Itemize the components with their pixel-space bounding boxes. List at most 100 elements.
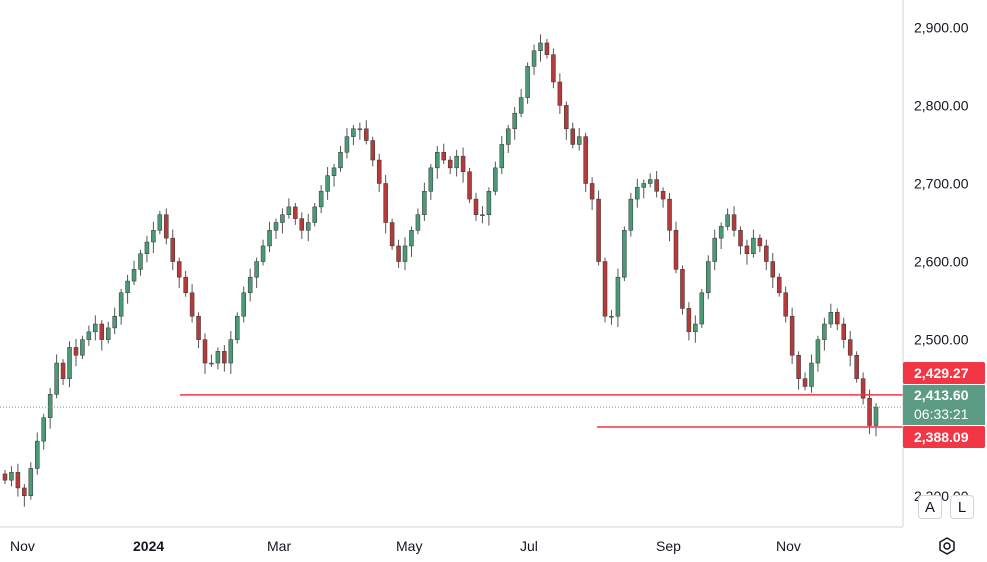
plot-area[interactable]: [0, 34, 903, 507]
candle-body: [499, 144, 505, 169]
candle-body: [376, 159, 382, 184]
candle-body: [602, 261, 608, 317]
price-tick-label: 2,900.00: [914, 19, 969, 35]
candle-body: [402, 245, 408, 262]
candle-body: [209, 362, 214, 365]
candle-body: [338, 151, 343, 169]
candle-body: [796, 354, 801, 379]
time-tick-label: Nov: [776, 538, 801, 554]
candle-body: [654, 179, 659, 192]
price-tick-label: 2,700.00: [914, 175, 969, 191]
candle-body: [28, 468, 34, 497]
candle-body: [789, 315, 795, 356]
candle-body: [389, 222, 395, 247]
candle-body: [802, 378, 808, 387]
candle-body: [196, 315, 201, 340]
candle-body: [331, 167, 337, 176]
price-tick-label: 2,800.00: [914, 97, 969, 113]
candle-body: [860, 378, 866, 399]
price-tag-text: 2,388.09: [914, 429, 969, 445]
candle-body: [80, 339, 85, 356]
candle-body: [325, 175, 330, 192]
price-tag-text: 2,429.27: [914, 365, 969, 381]
candle-body: [260, 245, 266, 262]
candle-body: [247, 276, 253, 294]
candle-body: [673, 230, 679, 270]
candle-body: [764, 245, 769, 262]
candle-body: [157, 214, 163, 231]
candle-body: [112, 315, 117, 329]
candle-body: [531, 50, 537, 67]
candle-body: [99, 323, 105, 340]
candle-body: [364, 128, 369, 141]
candle-body: [557, 81, 563, 106]
candle-body: [564, 105, 569, 130]
candle-body: [693, 323, 698, 333]
auto-scale-button[interactable]: A: [918, 495, 942, 519]
time-tick-label: 2024: [133, 538, 164, 554]
candle-body: [744, 245, 750, 254]
time-tick-label: May: [396, 538, 422, 554]
candle-body: [847, 339, 853, 356]
candle-body: [783, 292, 788, 317]
gear-hexagon-icon[interactable]: [934, 534, 960, 558]
candle-body: [622, 230, 627, 278]
candle-body: [351, 128, 356, 137]
candle-body: [118, 292, 124, 317]
candle-body: [305, 222, 311, 231]
candle-body: [635, 187, 640, 200]
candle-body: [47, 394, 53, 418]
time-tick-label: Mar: [267, 538, 291, 554]
candle-body: [454, 155, 459, 169]
price-tag-bg: [903, 426, 985, 448]
candle-body: [254, 261, 259, 278]
candle-body: [815, 339, 821, 364]
price-tag-bg: [903, 362, 985, 384]
candle-body: [854, 354, 859, 379]
candle-body: [299, 218, 305, 231]
candle-body: [9, 472, 14, 481]
candle-body: [641, 183, 646, 188]
candle-body: [138, 253, 143, 270]
candle-body: [228, 339, 234, 364]
candle-body: [286, 206, 292, 215]
candle-body: [151, 230, 156, 243]
candle-body: [435, 151, 440, 169]
candle-body: [183, 276, 188, 294]
candle-body: [441, 151, 446, 161]
time-tick-label: Jul: [520, 538, 538, 554]
candle-body: [15, 472, 21, 489]
candle-body: [835, 312, 840, 325]
candle-body: [86, 331, 92, 340]
candle-body: [235, 315, 240, 340]
candle-body: [170, 237, 175, 262]
candle-body: [873, 406, 879, 426]
candle-body: [480, 214, 485, 216]
candle-body: [344, 136, 350, 153]
candle-body: [512, 112, 517, 130]
candle-body: [718, 226, 724, 239]
candle-body: [447, 159, 453, 169]
candle-body: [467, 171, 472, 200]
candle-body: [54, 362, 59, 395]
candle-body: [35, 440, 40, 469]
log-scale-button[interactable]: L: [950, 495, 974, 519]
candle-body: [770, 261, 776, 278]
candle-body: [544, 42, 550, 55]
candle-body: [686, 308, 692, 333]
time-tick-label: Nov: [10, 538, 35, 554]
candle-body: [596, 198, 601, 262]
candle-body: [318, 191, 324, 208]
candle-body: [189, 292, 195, 317]
candle-body: [538, 42, 543, 51]
candle-body: [493, 167, 498, 192]
time-scale[interactable]: Nov 2024 Mar May Jul Sep Nov: [10, 538, 801, 554]
candle-body: [105, 327, 111, 340]
candle-body: [383, 183, 388, 223]
candle-body: [176, 261, 182, 278]
candle-body: [22, 487, 27, 497]
candle-body: [164, 214, 169, 239]
candle-body: [2, 473, 8, 481]
candle-body: [738, 230, 743, 247]
